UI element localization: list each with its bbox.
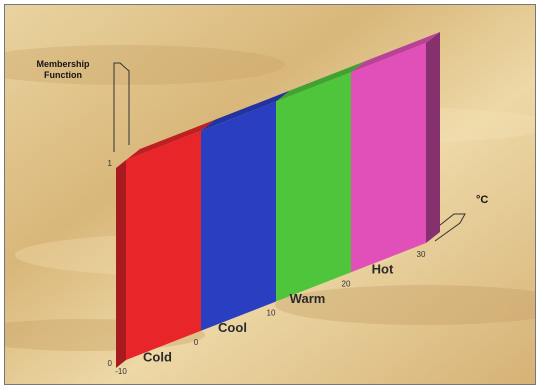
bar-cold-top <box>126 119 215 160</box>
y-tick-label: 1 <box>108 159 113 168</box>
y-axis-label-line2: Function <box>44 70 82 80</box>
bar-cold-front <box>126 130 201 360</box>
bar-cold-side <box>116 160 126 368</box>
bar-warm-front <box>276 72 351 302</box>
category-labels-group: Cold Cool Warm Hot <box>143 262 394 365</box>
bar-cold <box>116 119 215 368</box>
bars-group <box>116 32 440 368</box>
y-tick-label: 0 <box>108 359 113 368</box>
x-ticks-group: -10 0 10 20 30 <box>115 250 426 376</box>
x-tick-label: -10 <box>115 367 127 376</box>
category-label: Cool <box>218 320 247 335</box>
bar-hot-side <box>426 32 440 243</box>
bar-warm-top <box>276 61 365 102</box>
bar-hot-front <box>351 43 426 273</box>
y-ticks-group: 01 <box>108 159 113 368</box>
x-tick-label: 30 <box>417 250 426 259</box>
x-axis <box>424 213 466 242</box>
bar-cool-front <box>201 101 276 331</box>
bar-cool-top <box>201 90 290 131</box>
bar-warm <box>276 61 365 302</box>
bar-cool <box>201 90 290 331</box>
x-tick-label: 20 <box>342 279 351 288</box>
x-tick-label: 10 <box>267 309 276 318</box>
category-label: Cold <box>143 349 172 364</box>
category-label: Hot <box>372 262 394 277</box>
category-label: Warm <box>290 291 326 306</box>
bar-hot <box>351 32 440 273</box>
y-axis-label-line1: Membership <box>36 59 90 69</box>
y-axis <box>113 62 130 152</box>
bar-hot-top <box>351 32 440 73</box>
x-axis-label: °C <box>476 194 488 206</box>
x-tick-label: 0 <box>194 338 199 347</box>
